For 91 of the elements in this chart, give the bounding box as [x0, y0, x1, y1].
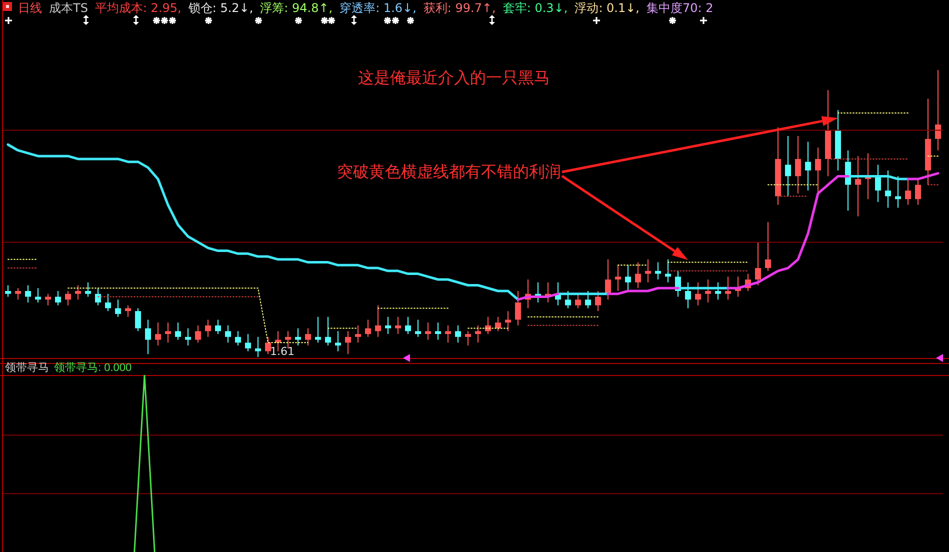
candlestick	[905, 178, 911, 206]
candlestick	[595, 290, 601, 312]
annotation: 突破黄色横虚线都有不错的利润	[337, 162, 561, 182]
candlestick	[645, 258, 651, 283]
candlestick	[915, 178, 921, 206]
text: 锁仓: 5.2↓,	[188, 1, 254, 15]
candlestick	[695, 282, 701, 306]
candlestick	[155, 322, 161, 346]
candlestick	[205, 319, 211, 338]
candlestick	[885, 170, 891, 208]
candlestick	[515, 290, 521, 326]
candlestick	[135, 308, 141, 332]
candlestick	[15, 288, 21, 300]
candlestick	[395, 316, 401, 335]
candlestick	[355, 324, 361, 344]
candlestick	[425, 322, 431, 340]
candlestick	[95, 288, 101, 306]
text: 获利: 99.7↑,	[423, 1, 496, 15]
candlestick	[435, 322, 441, 340]
candlestick	[265, 336, 271, 355]
candlestick	[245, 334, 251, 352]
candlestick	[335, 330, 341, 352]
candlestick	[115, 299, 121, 318]
candlestick	[795, 136, 801, 194]
candlestick	[705, 279, 711, 303]
candlestick	[235, 330, 241, 346]
text: 日线	[18, 1, 42, 15]
candlestick	[405, 316, 411, 335]
candlestick	[655, 262, 661, 280]
candlestick	[165, 322, 171, 344]
text: 平均成本: 2.95,	[94, 1, 182, 15]
candlestick	[25, 284, 31, 303]
candlestick	[505, 310, 511, 332]
candlestick	[5, 284, 11, 298]
candlestick	[725, 276, 731, 300]
text: 成本TS	[49, 1, 88, 15]
candlestick	[225, 324, 231, 344]
candlestick	[605, 258, 611, 300]
candlestick	[685, 282, 691, 309]
candlestick	[475, 324, 481, 344]
candlestick	[85, 282, 91, 298]
candlestick	[785, 136, 791, 197]
candlestick	[585, 290, 591, 309]
candlestick	[575, 293, 581, 309]
candlestick	[765, 222, 771, 272]
candlestick	[495, 316, 501, 332]
candlestick	[815, 146, 821, 194]
candlestick	[455, 324, 461, 344]
candlestick	[465, 330, 471, 346]
text: 集中度70: 2	[646, 1, 714, 15]
candlestick	[195, 324, 201, 344]
candlestick	[125, 304, 131, 318]
candlestick	[875, 164, 881, 203]
candlestick	[305, 328, 311, 346]
candlestick	[365, 319, 371, 338]
candlestick	[935, 70, 941, 151]
candlestick	[255, 336, 261, 357]
candlestick	[755, 242, 761, 286]
text: 浮筹: 94.8↑,	[260, 1, 333, 15]
candlestick	[145, 319, 151, 355]
candlestick	[635, 262, 641, 289]
candlestick	[65, 290, 71, 306]
candlestick	[185, 328, 191, 346]
text: 领带寻马: 0.000	[54, 362, 132, 374]
chart-title: 领带寻马	[5, 362, 49, 374]
candlestick	[565, 290, 571, 309]
candlestick	[315, 316, 321, 344]
candlestick	[55, 290, 61, 306]
candlestick	[175, 322, 181, 340]
candlestick	[295, 328, 301, 346]
annotation: 这是俺最近介入的一只黑马	[358, 68, 550, 88]
annotation: 1.61	[270, 345, 294, 358]
candlestick	[345, 330, 351, 355]
candlestick	[375, 304, 381, 338]
candlestick	[715, 282, 721, 300]
candlestick	[625, 264, 631, 292]
candlestick	[855, 156, 861, 217]
candlestick	[415, 319, 421, 338]
candlestick	[445, 324, 451, 344]
candlestick	[35, 288, 41, 303]
candlestick	[215, 319, 221, 335]
candlestick	[105, 293, 111, 312]
candlestick	[385, 316, 391, 335]
text: 穿透率: 1.6↓,	[340, 1, 416, 15]
candlestick	[325, 316, 331, 346]
text: 浮动: 0.1↓,	[574, 1, 640, 15]
candlestick	[805, 141, 811, 192]
candlestick	[75, 284, 81, 300]
candlestick	[615, 264, 621, 292]
text: 套牢: 0.3↓,	[502, 1, 568, 15]
candlestick	[45, 293, 51, 306]
